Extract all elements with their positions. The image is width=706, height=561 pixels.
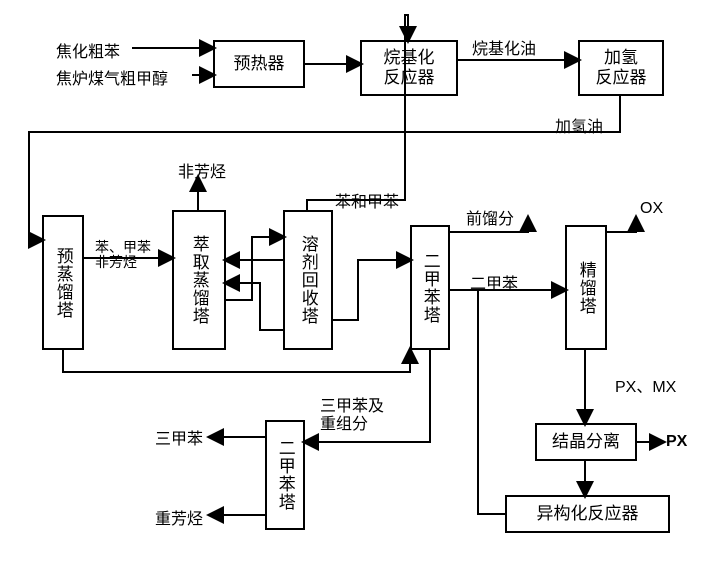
trimb-out-label: 三甲苯 bbox=[155, 425, 203, 449]
alkylation-box: 烷基化 反应器 bbox=[360, 40, 458, 96]
isomer-recycle-xylene bbox=[478, 290, 505, 514]
predistill-bottom-to-xylene bbox=[63, 350, 410, 372]
benz-toluene-label: 苯和甲苯 bbox=[335, 188, 399, 212]
btn-mix-label: 苯、甲苯 非芳烃 bbox=[95, 240, 151, 271]
crystallize-box: 结晶分离 bbox=[535, 423, 637, 461]
solvent-bottom-xylene bbox=[333, 260, 410, 320]
hydro-oil-label: 加氢油 bbox=[555, 113, 603, 137]
non-aromatic-label: 非芳烃 bbox=[178, 158, 226, 182]
extract-to-solvent bbox=[226, 237, 283, 300]
extract-distill-box: 萃取蒸馏塔 bbox=[172, 210, 226, 350]
heavy-arom-label: 重芳烃 bbox=[155, 505, 203, 529]
predistill-box: 预蒸馏塔 bbox=[42, 215, 84, 350]
forecut-label: 前馏分 bbox=[466, 205, 514, 229]
ox-label: OX bbox=[640, 200, 663, 218]
rectify-box: 精馏塔 bbox=[565, 225, 607, 350]
xylene-label: 二甲苯 bbox=[470, 270, 518, 294]
solvent-bottom-extract bbox=[226, 283, 283, 330]
preheater-box: 预热器 bbox=[213, 40, 305, 88]
trimb-label: 三甲苯及 重组分 bbox=[320, 398, 384, 433]
hydrogenation-box: 加氢 反应器 bbox=[578, 40, 664, 96]
rectify-top-ox bbox=[607, 218, 636, 232]
alkyl-oil-label: 烷基化油 bbox=[472, 35, 536, 59]
pxmx-label: PX、MX bbox=[615, 373, 676, 397]
xylene-tower2-box: 二甲苯塔 bbox=[265, 420, 305, 530]
px-label: PX bbox=[666, 433, 687, 451]
xylene-tower-box: 二甲苯塔 bbox=[410, 225, 450, 350]
isomerize-box: 异构化反应器 bbox=[505, 495, 670, 533]
input-methanol: 焦炉煤气粗甲醇 bbox=[56, 65, 168, 89]
input-coking-benzene: 焦化粗苯 bbox=[56, 38, 120, 62]
solvent-recover-box: 溶剂回收塔 bbox=[283, 210, 333, 350]
